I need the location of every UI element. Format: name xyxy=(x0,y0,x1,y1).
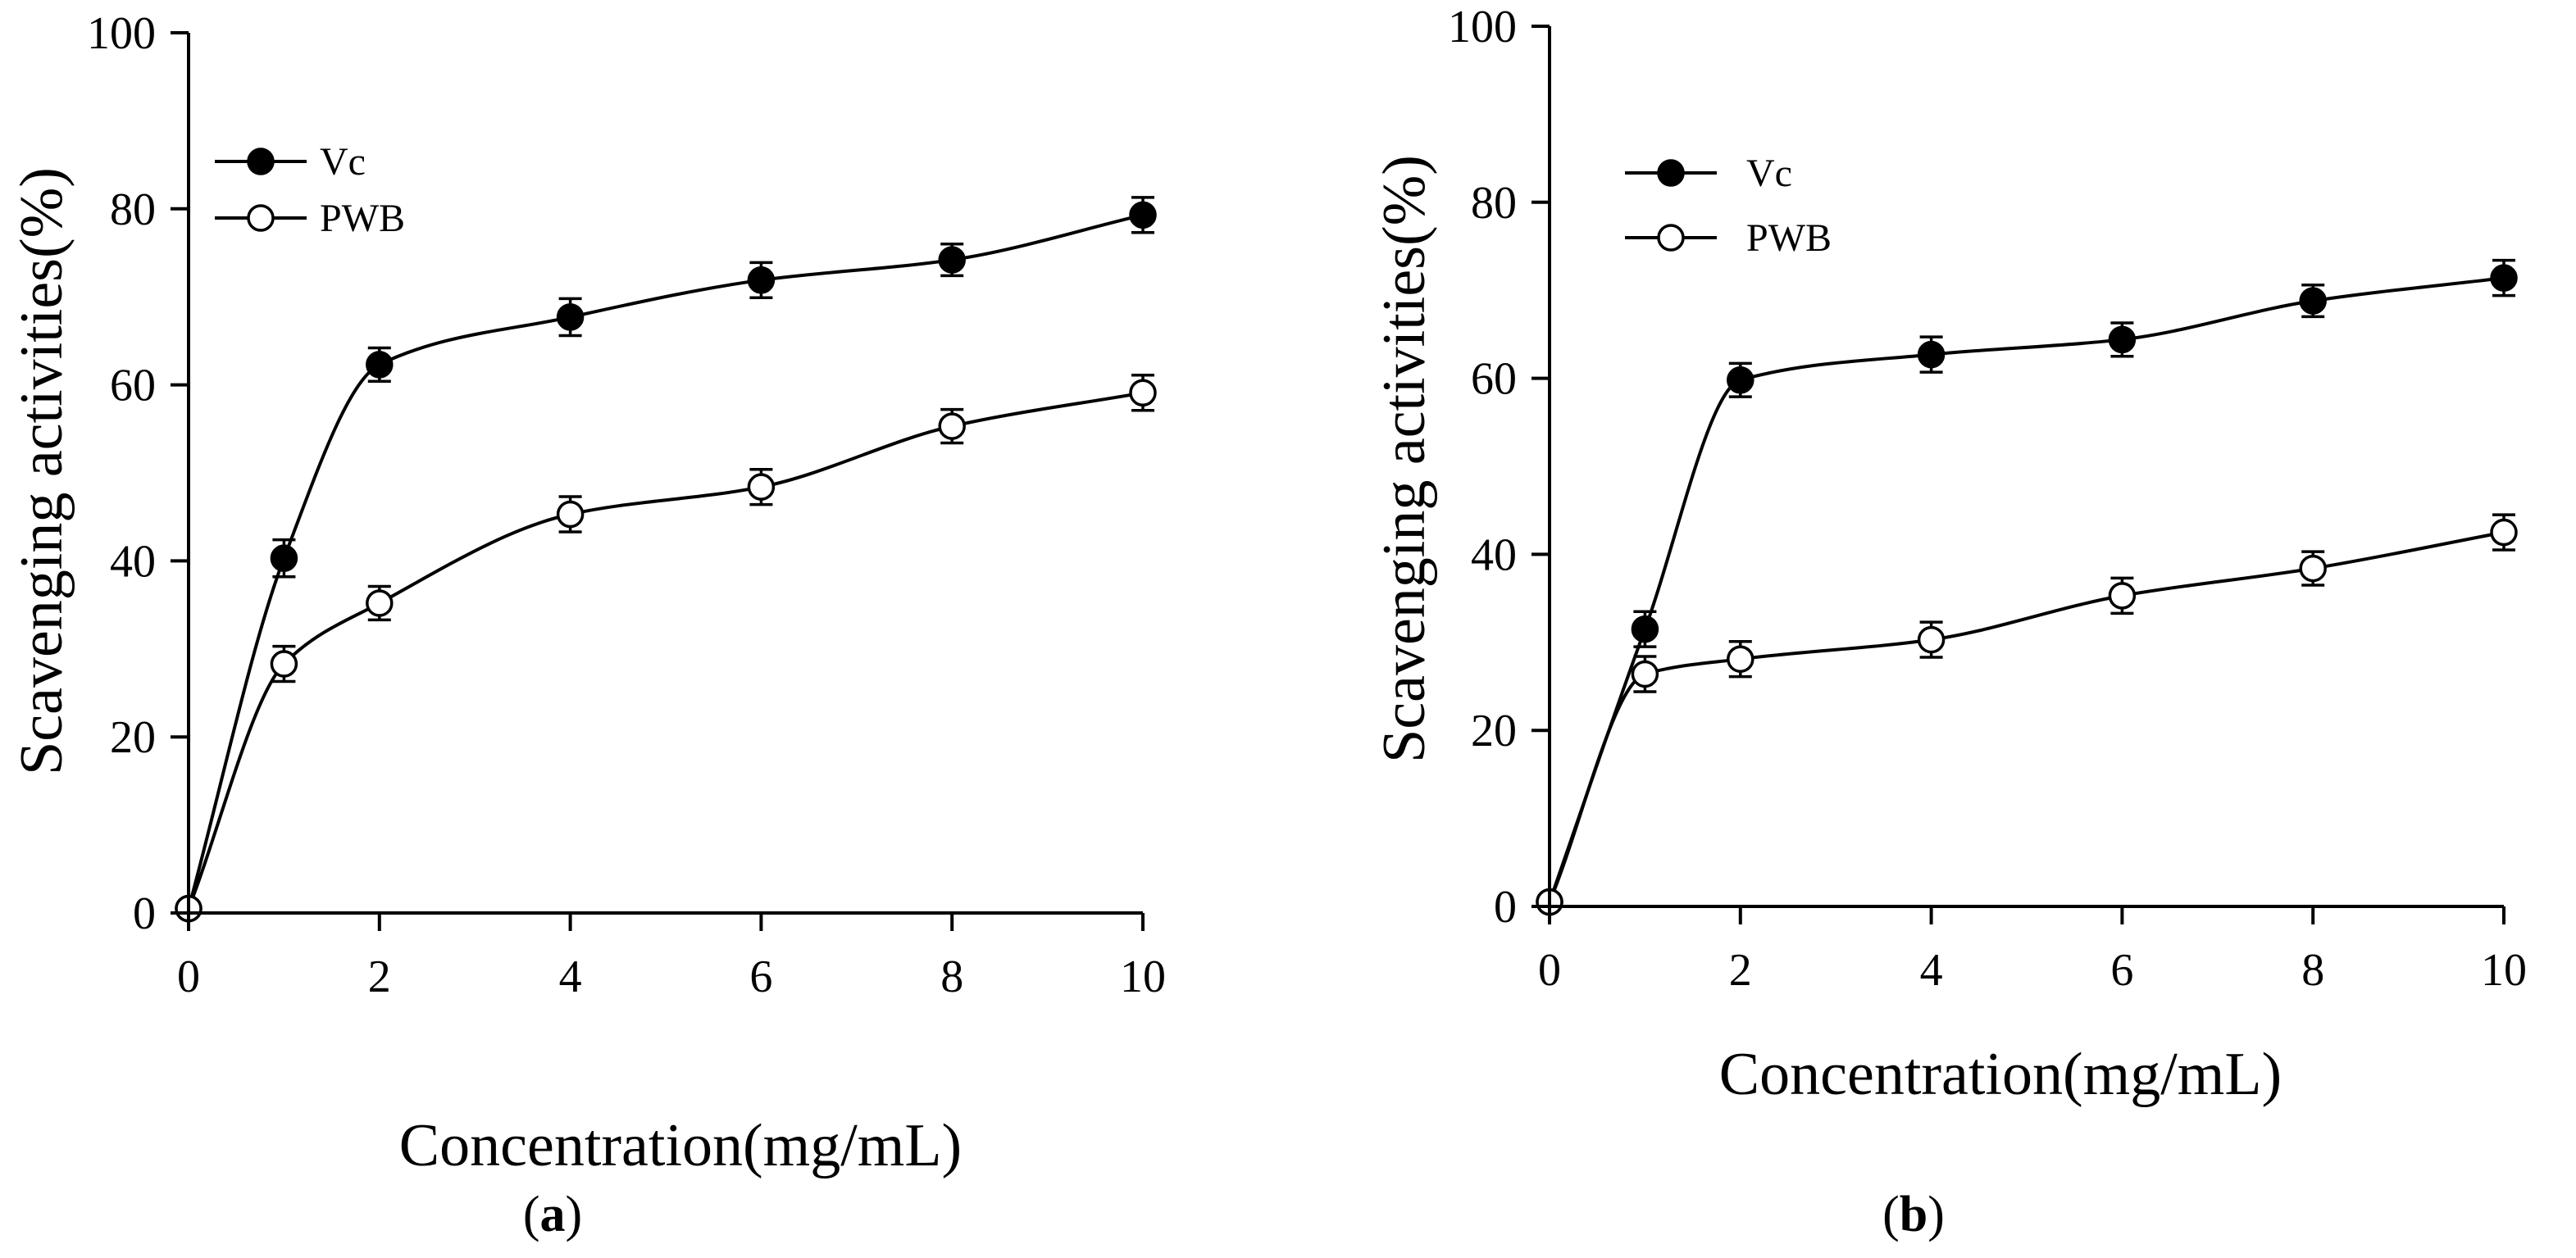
data-point-pwb xyxy=(2108,582,2137,610)
x-tick-labels: 0 2 4 6 8 10 xyxy=(177,951,1166,1002)
data-point-vc xyxy=(556,303,585,331)
data-point-pwb xyxy=(1129,379,1157,407)
plot-area-a xyxy=(171,31,1157,931)
data-points xyxy=(1536,264,2518,916)
error-bars xyxy=(272,196,1154,683)
data-point-pwb xyxy=(938,412,966,440)
x-tick-label: 0 xyxy=(177,951,200,1002)
data-point-vc xyxy=(270,544,298,572)
legend: Vc PWB xyxy=(1625,152,1832,260)
legend-marker-pwb xyxy=(1657,224,1685,252)
data-point-vc xyxy=(938,246,966,274)
data-point-pwb xyxy=(1917,625,1946,654)
y-tick-label: 0 xyxy=(133,888,156,939)
data-point-pwb xyxy=(2299,554,2327,583)
y-axis-title: Scavenging activities(%) xyxy=(1371,155,1438,763)
y-tick-label: 40 xyxy=(110,536,156,587)
x-axis-title: Concentration(mg/mL) xyxy=(1719,1041,2282,1108)
data-point-vc xyxy=(366,351,394,379)
x-tick-label: 0 xyxy=(1538,945,1561,996)
data-point-vc xyxy=(1129,201,1157,229)
legend-label-pwb: PWB xyxy=(1746,216,1832,260)
data-point-pwb xyxy=(556,500,585,529)
data-points xyxy=(175,201,1157,923)
x-tick-labels: 0 2 4 6 8 10 xyxy=(1538,945,2527,996)
panel-label-b: (b) xyxy=(1882,1187,1945,1242)
panel-label-a-letter: a xyxy=(540,1187,566,1242)
data-point-vc xyxy=(2299,287,2327,315)
data-point-pwb xyxy=(2490,518,2518,547)
x-tick-label: 4 xyxy=(559,951,582,1002)
data-point-vc xyxy=(1917,340,1946,369)
axes xyxy=(171,31,1145,931)
x-tick-label: 2 xyxy=(368,951,391,1002)
data-point-vc xyxy=(1631,615,1659,643)
data-point-pwb xyxy=(1727,645,1755,673)
y-tick-label: 60 xyxy=(110,361,156,411)
series-line-pwb xyxy=(1548,530,2505,903)
y-tick-label: 100 xyxy=(87,8,156,59)
data-point-vc xyxy=(1727,366,1755,394)
x-tick-label: 8 xyxy=(2301,945,2324,996)
y-tick-label: 60 xyxy=(1471,354,1517,405)
x-tick-label: 4 xyxy=(1920,945,1943,996)
legend-label-vc: Vc xyxy=(1746,152,1792,195)
x-tick-label: 10 xyxy=(2481,945,2527,996)
data-point-vc xyxy=(747,266,776,294)
y-tick-label: 80 xyxy=(1471,178,1517,229)
series-lines xyxy=(1548,276,2505,903)
data-point-pwb xyxy=(366,589,394,617)
series-line-vc xyxy=(1548,276,2505,903)
x-tick-label: 6 xyxy=(2110,945,2133,996)
y-tick-label: 0 xyxy=(1494,882,1517,933)
legend-marker-vc xyxy=(247,148,275,175)
y-axis-title: Scavenging activities(%) xyxy=(8,167,75,775)
legend-marker-vc xyxy=(1657,159,1685,187)
y-tick-label: 20 xyxy=(1471,706,1517,756)
y-tick-labels: 0 20 40 60 80 100 xyxy=(87,8,156,939)
y-tick-label: 40 xyxy=(1471,529,1517,580)
panel-label-b-letter: b xyxy=(1900,1187,1927,1242)
panel-label-a: (a) xyxy=(523,1187,582,1242)
y-tick-label: 20 xyxy=(110,712,156,763)
chart-panel-b: 0 2 4 6 8 10 0 20 40 60 80 100 Concentra… xyxy=(1371,2,2527,1242)
data-point-pwb xyxy=(1631,660,1659,688)
y-tick-label: 100 xyxy=(1448,2,1517,52)
x-tick-label: 8 xyxy=(940,951,963,1002)
data-point-pwb xyxy=(270,650,298,678)
x-tick-label: 10 xyxy=(1120,951,1166,1002)
x-axis-title: Concentration(mg/mL) xyxy=(399,1112,962,1179)
error-bars xyxy=(1633,258,2515,693)
x-tick-label: 2 xyxy=(1729,945,1752,996)
legend-label-pwb: PWB xyxy=(320,197,405,240)
series-lines xyxy=(187,213,1144,910)
legend-marker-pwb xyxy=(247,204,275,232)
chart-panel-a: 0 2 4 6 8 10 0 20 40 60 80 100 Concentra… xyxy=(8,8,1166,1242)
y-tick-label: 80 xyxy=(110,184,156,235)
legend: Vc PWB xyxy=(215,140,405,240)
series-line-vc xyxy=(187,213,1144,910)
x-tick-label: 6 xyxy=(749,951,772,1002)
y-tick-labels: 0 20 40 60 80 100 xyxy=(1448,2,1517,933)
axes xyxy=(1531,25,2505,924)
series-line-pwb xyxy=(187,391,1144,910)
legend-label-vc: Vc xyxy=(320,140,366,184)
data-point-vc xyxy=(2490,264,2518,292)
plot-area-b xyxy=(1531,25,2518,924)
data-point-vc xyxy=(2108,325,2137,354)
data-point-pwb xyxy=(747,473,776,501)
